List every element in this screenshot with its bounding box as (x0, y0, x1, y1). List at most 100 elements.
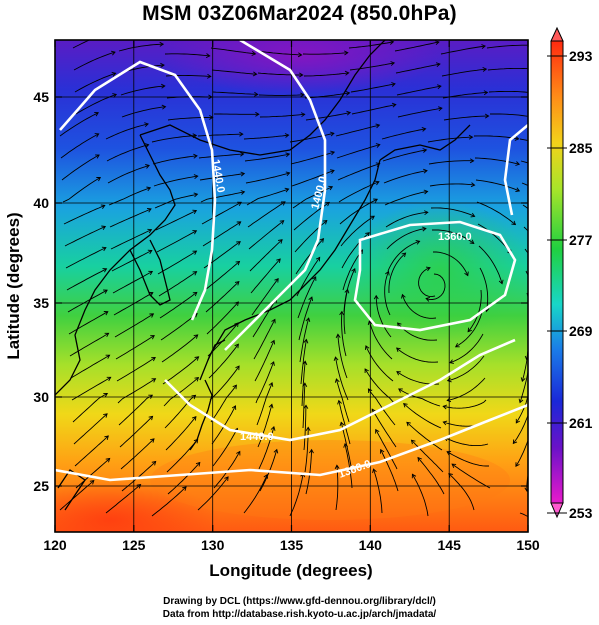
streamline-arrowhead (449, 359, 454, 364)
streamline-arrowhead (558, 523, 562, 527)
streamline (342, 249, 363, 291)
streamline (208, 343, 239, 379)
streamline (60, 133, 99, 159)
streamline (116, 357, 156, 382)
y-tick-label: 45 (33, 89, 49, 105)
streamline-arrowhead (518, 398, 524, 404)
streamline (340, 215, 375, 247)
streamline (440, 45, 486, 55)
streamline-arrowhead (148, 270, 154, 276)
streamline (120, 438, 155, 470)
streamline-arrowhead (515, 187, 521, 192)
streamline-arrowhead (146, 186, 152, 192)
streamline-arrowhead (406, 421, 411, 427)
streamline (243, 474, 268, 514)
streamline (448, 473, 475, 511)
streamline (106, 144, 149, 162)
streamline (443, 115, 489, 121)
streamline-arrowhead (470, 182, 476, 188)
colorbar-label: 285 (569, 140, 593, 156)
streamline-arrowhead (103, 413, 108, 418)
streamline-arrowhead (543, 507, 547, 511)
streamline-arrowhead (303, 404, 309, 409)
streamline-arrowhead (481, 44, 486, 49)
streamline-arrowhead (401, 293, 406, 299)
streamline (257, 404, 273, 448)
streamline (368, 320, 393, 360)
y-tick-label: 35 (33, 295, 49, 311)
streamline (209, 365, 240, 401)
streamline (341, 311, 347, 357)
streamline-arrowhead (422, 226, 427, 232)
streamline (383, 170, 428, 184)
streamline-arrowhead (151, 460, 157, 466)
x-tick-label: 120 (43, 537, 67, 553)
streamline (254, 340, 275, 382)
streamline-arrowhead (94, 111, 99, 117)
streamline (207, 322, 239, 357)
streamline (250, 258, 281, 294)
streamline-arrowhead (194, 377, 200, 382)
contour-1440-north (59, 60, 217, 321)
x-tick-label: 140 (359, 537, 383, 553)
streamline (73, 413, 108, 445)
streamline (72, 40, 91, 49)
streamline (291, 169, 335, 187)
contour-1360-low (353, 220, 517, 332)
streamline (430, 207, 475, 217)
streamline (153, 175, 198, 187)
streamline-arrowhead (160, 62, 165, 68)
streamline (202, 221, 241, 247)
x-tick-label: 145 (438, 537, 462, 553)
streamline (118, 43, 164, 52)
streamline-arrowhead (373, 294, 379, 300)
streamline (335, 465, 339, 511)
streamline (348, 41, 394, 49)
streamline (160, 313, 198, 341)
streamline (411, 439, 444, 473)
colorbar-scale (550, 40, 564, 504)
streamline (298, 296, 313, 341)
streamline (344, 443, 353, 489)
streamline-arrowhead (367, 320, 373, 326)
streamline (343, 289, 349, 335)
streamline-arrowhead (253, 91, 259, 97)
streamline (401, 294, 437, 319)
streamline-arrowhead (524, 487, 528, 492)
streamline (161, 334, 198, 363)
streamline (257, 72, 303, 76)
streamline (396, 347, 439, 363)
contour-label: 1440.0 (209, 158, 227, 193)
streamline-arrowhead (544, 284, 548, 288)
streamline-arrowhead (191, 416, 197, 421)
streamline (351, 104, 396, 115)
streamline-arrowhead (555, 532, 559, 536)
streamline (110, 229, 152, 250)
streamline-arrowhead (434, 40, 440, 46)
streamline (109, 208, 152, 228)
streamline-arrowhead (309, 448, 314, 454)
streamline-arrowhead (364, 345, 370, 350)
streamline-arrowhead (194, 356, 200, 361)
streamline (417, 457, 445, 495)
streamline (247, 201, 286, 228)
streamline (151, 135, 197, 143)
streamline-arrowhead (89, 480, 95, 485)
streamline-arrowhead (401, 252, 407, 258)
streamline (305, 449, 313, 495)
streamline (336, 144, 380, 159)
streamline-arrowhead (398, 388, 403, 393)
streamline (74, 435, 109, 467)
streamline-arrowhead (104, 435, 109, 441)
streamline (368, 388, 396, 426)
streamline-arrowhead (328, 185, 334, 191)
streamline-arrowhead (410, 439, 416, 445)
streamline (303, 72, 349, 77)
streamline (384, 271, 391, 316)
streamline-arrowhead (417, 456, 422, 462)
streamline-arrowhead (280, 201, 286, 206)
streamline (59, 112, 99, 137)
streamline-arrowhead (531, 115, 535, 119)
streamline (212, 428, 238, 467)
streamline-arrowhead (101, 246, 107, 252)
